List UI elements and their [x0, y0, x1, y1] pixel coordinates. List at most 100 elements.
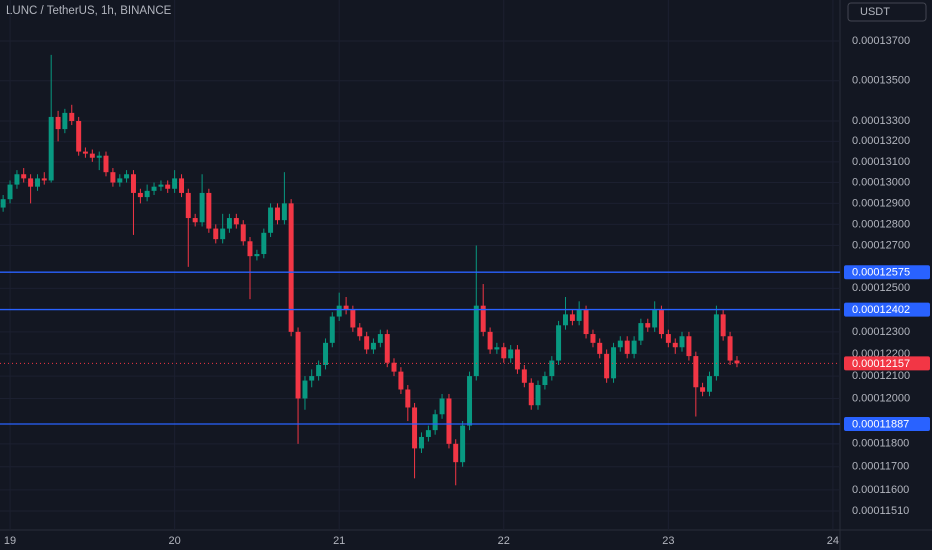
candle-body	[514, 349, 520, 370]
candle-body	[268, 207, 274, 233]
candle-body	[336, 305, 342, 317]
candle-body	[288, 203, 294, 332]
y-tick-label: 0.00011800	[852, 438, 909, 450]
candle-body	[439, 398, 445, 415]
candle-body	[295, 331, 301, 399]
candle-body	[693, 356, 699, 388]
candle-body	[254, 254, 260, 257]
x-tick-label: 23	[662, 535, 674, 547]
candle-body	[460, 425, 466, 463]
candle-body	[62, 112, 68, 130]
candle-body	[233, 218, 239, 225]
candle-body	[425, 430, 431, 437]
candle-body	[323, 342, 329, 365]
y-tick-label: 0.00013500	[852, 75, 910, 87]
candle-body	[617, 340, 623, 348]
candle-body	[501, 347, 507, 359]
y-tick-label: 0.00012700	[852, 239, 910, 251]
candle-body	[96, 155, 102, 158]
price-label: 0.00012575	[852, 267, 910, 279]
candle-body	[686, 336, 692, 357]
last-price-box	[844, 356, 930, 371]
y-tick-label: 0.00012000	[852, 392, 910, 404]
y-tick-label: 0.00012100	[852, 370, 910, 382]
candle-body	[0, 199, 6, 208]
price-label-box	[844, 265, 930, 280]
candle-body	[604, 353, 610, 379]
candle-body	[487, 331, 493, 350]
x-tick-label: 22	[498, 535, 510, 547]
y-tick-label: 0.00013100	[852, 156, 910, 168]
candle-body	[645, 323, 651, 328]
y-tick-label: 0.00011600	[852, 484, 909, 496]
candle-body	[309, 376, 315, 381]
candle-body	[274, 207, 280, 221]
candle-body	[631, 340, 637, 354]
y-tick-label: 0.00013200	[852, 135, 910, 147]
currency-button[interactable]	[847, 2, 927, 22]
candle-body	[521, 369, 527, 383]
candle-body	[82, 151, 88, 154]
candle-body	[41, 178, 47, 181]
candle-body	[398, 371, 404, 390]
candle-body	[206, 192, 212, 229]
candle-body	[590, 334, 596, 343]
candle-body	[151, 186, 157, 191]
candle-body	[316, 364, 322, 377]
y-tick-label: 0.00011700	[852, 461, 909, 473]
candle-body	[281, 203, 287, 221]
currency-label[interactable]: USDT	[860, 6, 890, 18]
candle-body	[213, 228, 219, 240]
y-tick-label: 0.00013700	[852, 35, 910, 47]
candle-body	[329, 316, 335, 343]
price-label-box	[844, 416, 930, 431]
candle-body	[240, 224, 246, 242]
candle-body	[597, 342, 603, 354]
candle-body	[665, 334, 671, 343]
x-tick-label: 24	[827, 535, 839, 547]
candle-body	[473, 305, 479, 377]
candle-body	[343, 305, 349, 311]
candle-body	[679, 336, 685, 348]
price-label-box	[844, 302, 930, 317]
candle-body	[624, 340, 630, 354]
candle-body	[226, 218, 232, 229]
candle-body	[137, 192, 143, 198]
candle-body	[727, 336, 733, 361]
symbol-title: LUNC / TetherUS, 1h, BINANCE	[6, 5, 172, 17]
plot	[0, 54, 840, 486]
x-tick-label: 21	[333, 535, 345, 547]
candle-body	[69, 112, 75, 121]
candle-body	[357, 327, 363, 337]
y-tick-label: 0.00013000	[852, 176, 910, 188]
y-tick-label: 0.00012500	[852, 282, 910, 294]
last-price-label: 0.00012157	[852, 358, 910, 370]
candle-body	[158, 184, 164, 187]
candle-body	[185, 192, 191, 219]
y-tick-label: 0.00013300	[852, 115, 910, 127]
candle-body	[672, 342, 678, 348]
candle-body	[302, 380, 308, 399]
candle-body	[494, 347, 500, 350]
candle-body	[76, 120, 82, 152]
y-tick-label: 0.00012900	[852, 197, 910, 209]
candle-body	[55, 116, 61, 130]
candle-body	[432, 414, 438, 431]
candle-body	[199, 192, 205, 223]
candle-body	[446, 398, 452, 444]
candle-body	[89, 153, 95, 158]
candle-body	[364, 336, 370, 350]
candle-body	[117, 178, 123, 183]
candle-body	[165, 184, 171, 189]
price-label: 0.00011887	[852, 418, 909, 430]
y-tick-label: 0.00011510	[852, 505, 909, 517]
candle-body	[350, 310, 356, 328]
candle-body	[14, 174, 20, 185]
candle-body	[391, 362, 397, 372]
candle-body	[179, 178, 185, 193]
candle-body	[569, 314, 575, 321]
candle-body	[418, 436, 424, 449]
candle-body	[658, 310, 664, 335]
candle-body	[261, 232, 267, 255]
